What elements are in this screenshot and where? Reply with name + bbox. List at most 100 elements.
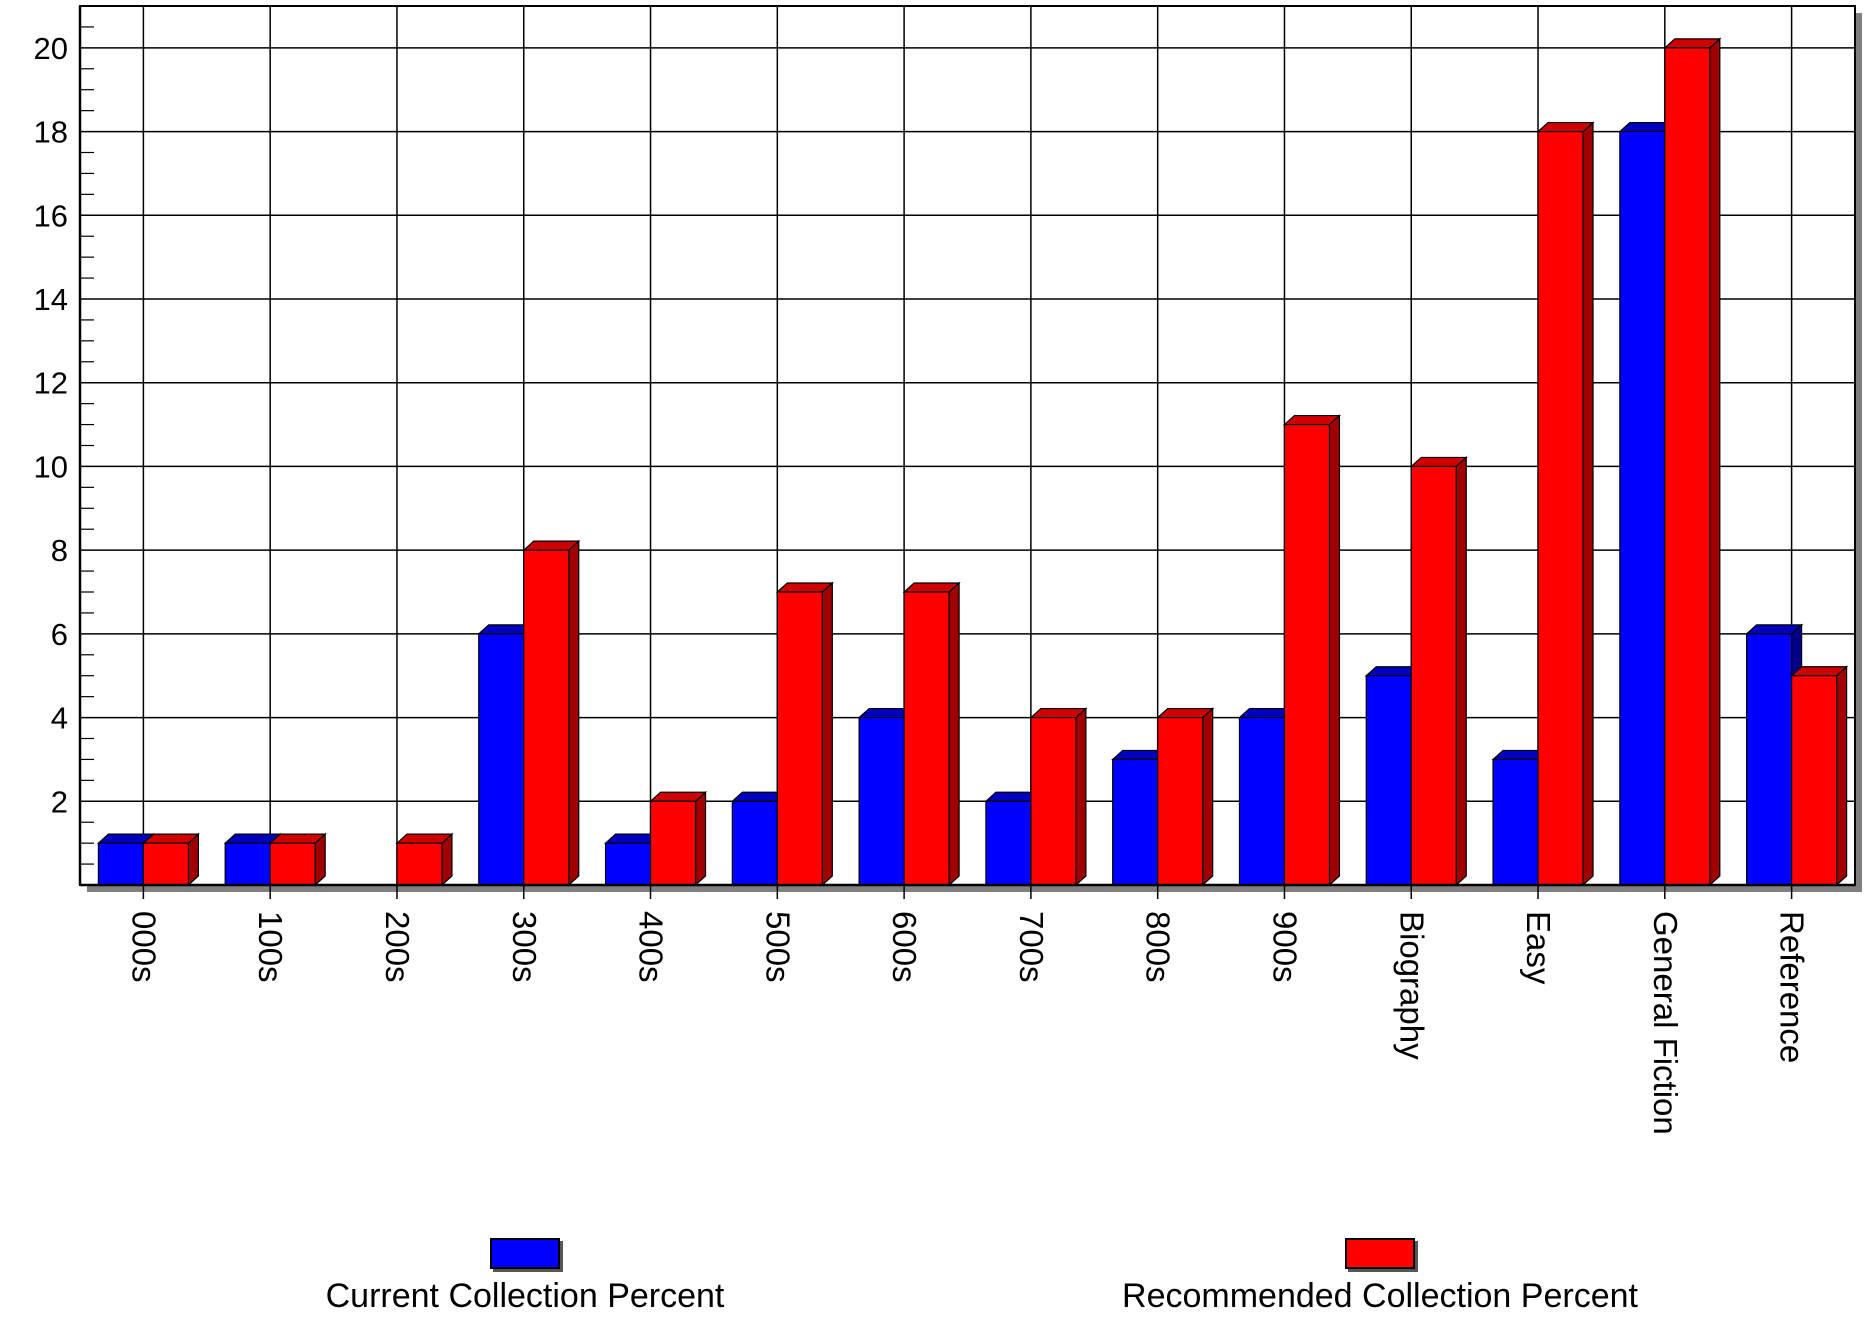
bar-top — [1790, 666, 1849, 677]
bar-front — [1283, 423, 1331, 886]
bar-top — [1745, 624, 1804, 635]
bar-top — [1029, 707, 1088, 719]
bar — [648, 790, 708, 887]
y-tick-label: 2 — [51, 784, 68, 819]
bar-front — [1157, 716, 1204, 886]
bar-front — [731, 800, 778, 886]
bar — [775, 581, 834, 887]
bar — [395, 832, 454, 887]
bar-top — [648, 791, 708, 802]
x-tick-label: Biography — [1393, 911, 1430, 1060]
bar-front — [1619, 130, 1666, 886]
bar — [1790, 665, 1849, 887]
bar-side — [694, 790, 707, 887]
bar — [1029, 707, 1088, 887]
bar-front — [142, 842, 189, 886]
bar-front — [985, 800, 1032, 886]
bar-side — [821, 581, 833, 887]
y-tick-label: 8 — [51, 533, 68, 568]
x-tick-label: 700s — [1013, 911, 1050, 983]
legend-item-recommended: Recommended Collection Percent — [1100, 1238, 1660, 1316]
bar-side — [1709, 37, 1721, 887]
bar-front — [1746, 633, 1793, 886]
bar-front — [478, 633, 525, 886]
bar — [1745, 623, 1804, 887]
y-tick-label: 14 — [34, 282, 68, 317]
y-tick-label: 6 — [51, 617, 68, 652]
x-tick-label: General Fiction — [1647, 911, 1684, 1135]
bar — [1282, 414, 1342, 887]
bar-top — [395, 833, 454, 844]
bar — [1156, 707, 1215, 887]
bar-front — [1492, 758, 1539, 886]
x-tick-label: 400s — [633, 911, 670, 983]
bar-front — [1030, 716, 1077, 886]
bar-top — [1156, 707, 1215, 719]
bar-front — [649, 800, 697, 886]
bar — [902, 581, 961, 887]
bar — [522, 539, 581, 887]
bar-front — [1112, 758, 1159, 886]
bar-front — [523, 549, 570, 886]
bar-front — [903, 591, 950, 886]
bar-top — [1663, 38, 1722, 49]
legend: Current Collection Percent Recommended C… — [0, 1238, 1867, 1318]
bar-top — [141, 833, 200, 844]
x-tick-label: 600s — [886, 911, 923, 983]
legend-swatch-recommended — [1345, 1238, 1415, 1269]
bar-side — [1582, 121, 1594, 887]
x-tick-label: 300s — [506, 911, 543, 983]
bar-front — [1537, 130, 1584, 886]
bar-front — [97, 842, 144, 886]
legend-item-current: Current Collection Percent — [300, 1238, 750, 1316]
bar-front — [858, 716, 905, 886]
bar — [141, 832, 200, 887]
bar-front — [776, 591, 823, 886]
bar-side — [1455, 456, 1467, 887]
bar-side — [1836, 665, 1848, 887]
x-tick-label: 200s — [379, 911, 416, 983]
bar-front — [1664, 47, 1711, 886]
bar-front — [1410, 465, 1457, 886]
x-tick-label: 100s — [252, 911, 289, 983]
y-tick-label: 4 — [51, 701, 68, 736]
y-tick-label: 18 — [34, 115, 68, 150]
bar-top — [902, 582, 961, 593]
bar — [1536, 121, 1595, 887]
bar — [1409, 456, 1468, 887]
x-tick-label: 900s — [1266, 911, 1303, 983]
y-tick-label: 12 — [34, 366, 68, 401]
bar-side — [1202, 707, 1214, 887]
bar — [1663, 37, 1722, 887]
bar-side — [568, 539, 580, 887]
bar — [268, 832, 327, 887]
bar-front — [604, 842, 652, 886]
bar-front — [396, 842, 443, 886]
bar-side — [1328, 414, 1341, 887]
bar-front — [1791, 675, 1838, 886]
x-tick-label: 000s — [125, 911, 162, 983]
bar-front — [269, 842, 316, 886]
legend-swatch-current — [490, 1238, 560, 1269]
bar-top — [268, 833, 327, 844]
x-tick-label: 800s — [1140, 911, 1177, 983]
bar-top — [522, 540, 581, 551]
bar-front — [1365, 675, 1412, 886]
bar-top — [1536, 121, 1595, 133]
bar-front — [1238, 716, 1286, 886]
y-tick-label: 20 — [34, 31, 68, 66]
bar-top — [1409, 456, 1468, 468]
legend-label-current: Current Collection Percent — [325, 1277, 725, 1315]
bar-side — [1075, 707, 1087, 887]
y-tick-label: 16 — [34, 198, 68, 233]
x-tick-label: Easy — [1520, 911, 1557, 985]
legend-label-recommended: Recommended Collection Percent — [1122, 1277, 1638, 1315]
x-tick-label: 500s — [759, 911, 796, 983]
bar-top — [775, 582, 834, 593]
bar-top — [1282, 414, 1342, 426]
y-tick-label: 10 — [34, 449, 68, 484]
bar-front — [224, 842, 271, 886]
bar-side — [948, 581, 960, 887]
